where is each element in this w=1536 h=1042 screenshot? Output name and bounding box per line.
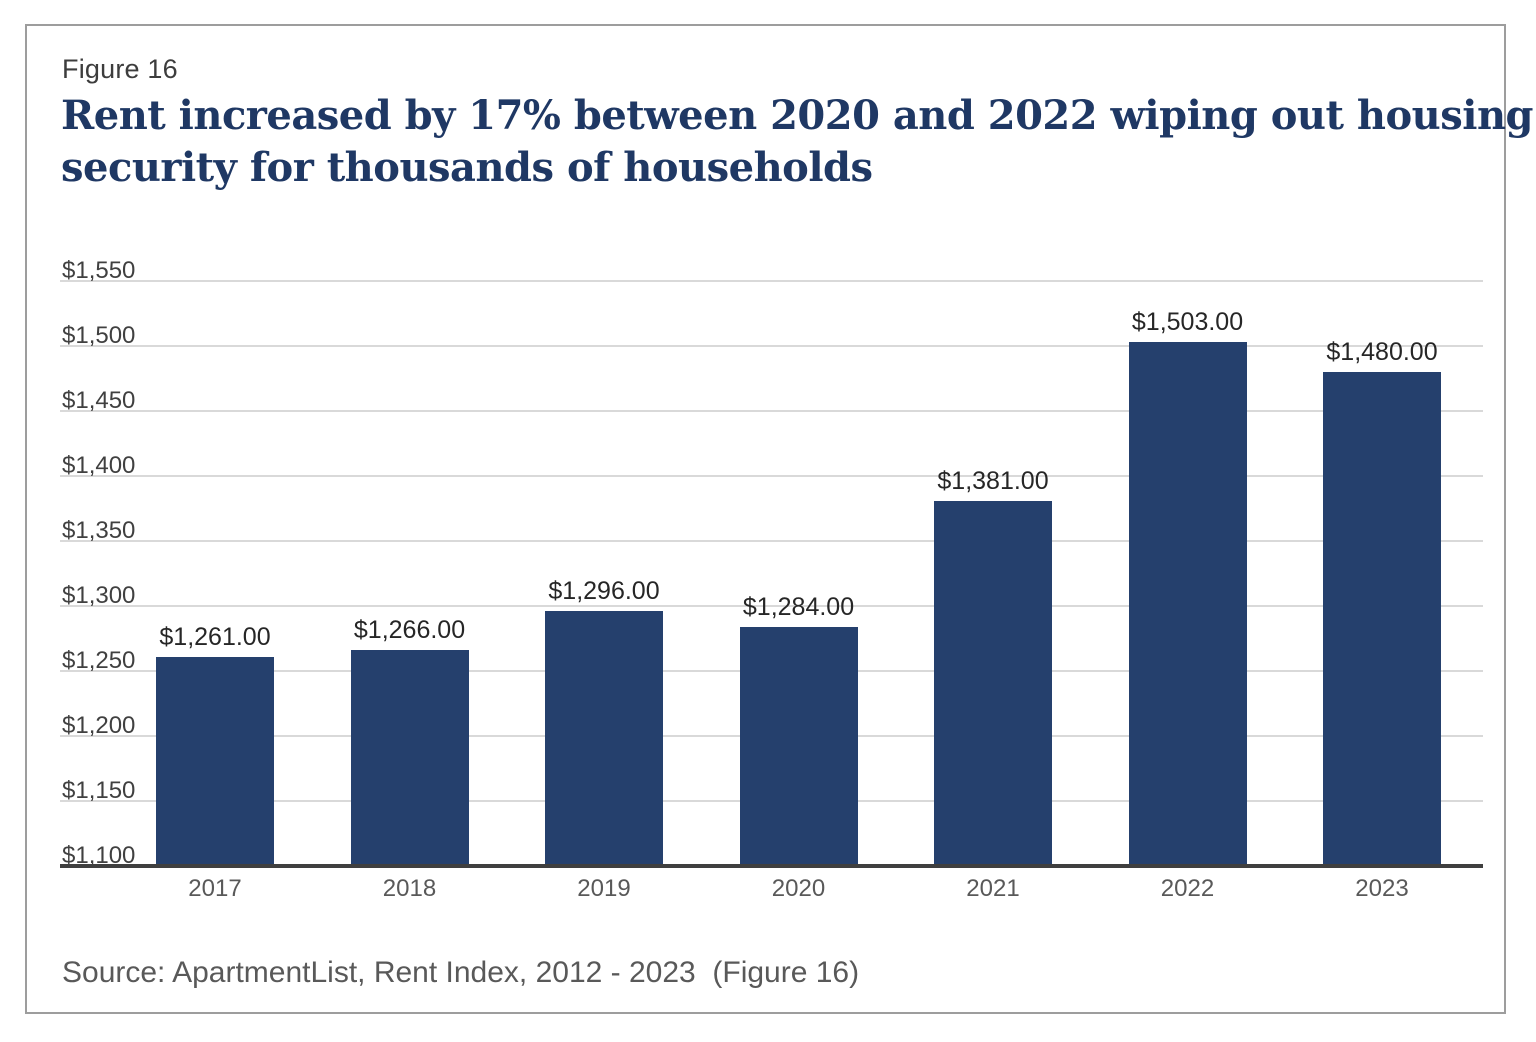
gridline xyxy=(60,410,1483,412)
y-axis-tick-label: $1,100 xyxy=(62,842,136,869)
bar-2021 xyxy=(934,500,1052,866)
x-axis-label: 2020 xyxy=(771,875,826,902)
bar-2020 xyxy=(739,626,858,866)
gridline xyxy=(60,605,1483,607)
chart-title-line2: security for thousands of households xyxy=(61,144,873,191)
y-axis-tick-label: $1,550 xyxy=(62,257,136,284)
y-axis-tick-label: $1,500 xyxy=(62,322,136,349)
x-axis-label: 2023 xyxy=(1355,875,1409,902)
y-axis-tick-label: $1,250 xyxy=(62,647,136,674)
bar-value-label: $1,266.00 xyxy=(353,616,466,645)
x-axis-line xyxy=(60,864,1483,868)
source-note: Source: ApartmentList, Rent Index, 2012 … xyxy=(62,956,860,989)
y-axis-tick-label: $1,200 xyxy=(62,712,136,739)
gridline xyxy=(60,540,1483,542)
x-axis-label: 2021 xyxy=(966,875,1020,902)
bar-value-label: $1,480.00 xyxy=(1326,338,1438,366)
figure-label: Figure 16 xyxy=(62,54,178,84)
y-axis-tick-label: $1,400 xyxy=(62,452,136,479)
x-axis-label: 2022 xyxy=(1160,875,1215,902)
chart-title: Rent increased by 17% between 2020 and 2… xyxy=(61,90,1534,194)
gridline xyxy=(60,345,1483,347)
bar-value-label: $1,503.00 xyxy=(1131,308,1244,337)
x-axis-label: 2017 xyxy=(188,875,242,902)
bar-2018 xyxy=(350,650,469,866)
chart-title-line1: Rent increased by 17% between 2020 and 2… xyxy=(61,92,1534,139)
bar-value-label: $1,296.00 xyxy=(548,577,660,606)
y-axis-tick-label: $1,450 xyxy=(62,387,136,414)
bar-value-label: $1,261.00 xyxy=(159,622,271,651)
x-axis-label: 2019 xyxy=(577,875,631,902)
bar-2019 xyxy=(545,611,663,866)
y-axis-tick-label: $1,150 xyxy=(62,777,136,804)
gridline xyxy=(60,475,1483,477)
bar-2023 xyxy=(1323,372,1441,866)
y-axis-tick-label: $1,300 xyxy=(62,582,136,609)
bar-value-label: $1,284.00 xyxy=(742,592,855,621)
bar-2017 xyxy=(156,656,274,866)
gridline xyxy=(60,280,1483,282)
bar-value-label: $1,381.00 xyxy=(937,466,1049,495)
x-axis-label: 2018 xyxy=(382,875,437,902)
y-axis-tick-label: $1,350 xyxy=(62,517,136,544)
bar-2022 xyxy=(1128,342,1247,866)
